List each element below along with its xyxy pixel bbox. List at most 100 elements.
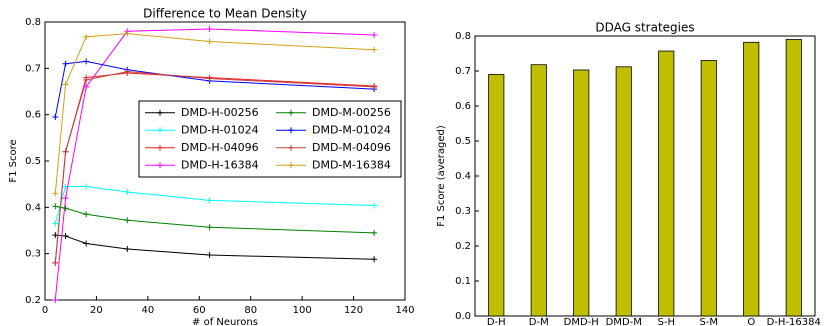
- point-marker: [83, 33, 90, 40]
- legend-label: DMD-M-16384: [312, 158, 391, 171]
- x-tick-label: DMD-M: [606, 317, 642, 326]
- series-line: [54, 185, 375, 224]
- point-marker: [83, 183, 90, 190]
- bar: [785, 39, 802, 317]
- point-marker: [371, 83, 378, 90]
- x-tick-label: D-M: [529, 317, 549, 326]
- bar: [488, 74, 505, 317]
- legend: DMD-H-00256 DMD-H-01024 DMD-H-04096 DMD-H-1…: [138, 100, 402, 178]
- x-tick-label: 140: [395, 305, 414, 316]
- point-marker: [83, 58, 90, 65]
- x-tick-label: 0: [42, 305, 48, 316]
- legend-marker: [288, 127, 294, 134]
- point-marker: [62, 205, 69, 212]
- legend-label: DMD-H-00256: [181, 106, 259, 119]
- legend-label: DMD-M-00256: [312, 106, 391, 119]
- point-marker: [371, 31, 378, 38]
- bar: [573, 69, 590, 317]
- series-line: [55, 205, 375, 234]
- x-tick-label: 60: [193, 305, 206, 316]
- y-tick-label: 0.4: [25, 202, 41, 213]
- bar: [743, 41, 760, 317]
- y-tick-label: 0.6: [455, 101, 471, 112]
- point-marker: [52, 203, 59, 210]
- legend-label: DMD-H-16384: [181, 158, 259, 171]
- legend-marker: [288, 144, 294, 151]
- legend-marker: [288, 162, 294, 169]
- point-marker: [83, 240, 90, 247]
- point-marker: [206, 75, 213, 82]
- y-tick-label: 0.3: [455, 206, 471, 217]
- x-tick-label: DMD-H: [564, 317, 599, 326]
- legend-label: DMD-M-01024: [312, 123, 391, 136]
- bar: [530, 64, 547, 317]
- point-marker: [124, 217, 131, 224]
- y-tick-label: 0.7: [25, 63, 41, 74]
- series-line: [54, 28, 375, 301]
- point-marker: [62, 233, 69, 240]
- x-tick-label: 40: [141, 305, 154, 316]
- legend-marker: [288, 109, 294, 116]
- x-tick-label: S-M: [699, 317, 718, 326]
- point-marker: [124, 246, 131, 253]
- y-tick-label: 0.3: [25, 249, 41, 260]
- x-tick-label: 120: [344, 305, 363, 316]
- series-line: [54, 71, 375, 263]
- point-marker: [206, 25, 213, 32]
- point-marker: [371, 202, 378, 209]
- plot-area: [474, 35, 816, 317]
- point-marker: [206, 38, 213, 45]
- point-marker: [124, 30, 131, 37]
- x-tick-label: D-H-16384: [767, 317, 821, 326]
- legend-label: DMD-M-04096: [312, 141, 391, 154]
- y-axis-label: F1 Score (averaged): [436, 125, 447, 227]
- y-tick-label: 0.6: [25, 110, 41, 121]
- point-marker: [62, 60, 69, 67]
- point-marker: [206, 224, 213, 231]
- y-tick-label: 0.0: [455, 311, 471, 322]
- y-tick-label: 0.8: [455, 31, 471, 42]
- point-marker: [62, 81, 69, 88]
- series-line: [54, 33, 375, 194]
- point-marker: [371, 229, 378, 236]
- point-marker: [52, 232, 59, 239]
- bar: [700, 60, 717, 317]
- series-line: [54, 60, 375, 118]
- y-tick-label: 0.8: [25, 17, 41, 28]
- x-tick-label: 100: [293, 305, 312, 316]
- y-tick-label: 0.2: [25, 295, 41, 306]
- point-marker: [52, 259, 59, 266]
- bar: [658, 50, 675, 317]
- series-line: [55, 234, 375, 260]
- y-tick-label: 0.7: [455, 66, 471, 77]
- point-marker: [62, 148, 69, 155]
- point-marker: [124, 68, 131, 75]
- x-tick-label: 80: [244, 305, 257, 316]
- x-tick-label: O: [747, 317, 755, 326]
- legend-label: DMD-H-04096: [181, 141, 259, 154]
- x-tick-label: D-H: [487, 317, 506, 326]
- x-axis-label: # of Neurons: [192, 317, 258, 326]
- chart-title: Difference to Mean Density: [143, 7, 307, 21]
- legend-marker: [157, 109, 163, 116]
- point-marker: [83, 211, 90, 218]
- bar: [615, 66, 632, 317]
- point-marker: [83, 76, 90, 83]
- legend-box: [138, 100, 402, 178]
- legend-marker: [157, 162, 163, 169]
- point-marker: [52, 190, 59, 197]
- x-tick-label: 20: [90, 305, 103, 316]
- y-tick-label: 0.1: [455, 276, 471, 287]
- legend-label: DMD-H-01024: [181, 123, 259, 136]
- point-marker: [206, 197, 213, 204]
- point-marker: [124, 189, 131, 196]
- point-marker: [62, 195, 69, 202]
- point-marker: [371, 46, 378, 53]
- point-marker: [52, 220, 59, 227]
- legend-marker: [157, 144, 163, 151]
- y-tick-label: 0.2: [455, 241, 471, 252]
- x-tick-label: S-H: [658, 317, 675, 326]
- point-marker: [52, 113, 59, 120]
- point-marker: [206, 252, 213, 259]
